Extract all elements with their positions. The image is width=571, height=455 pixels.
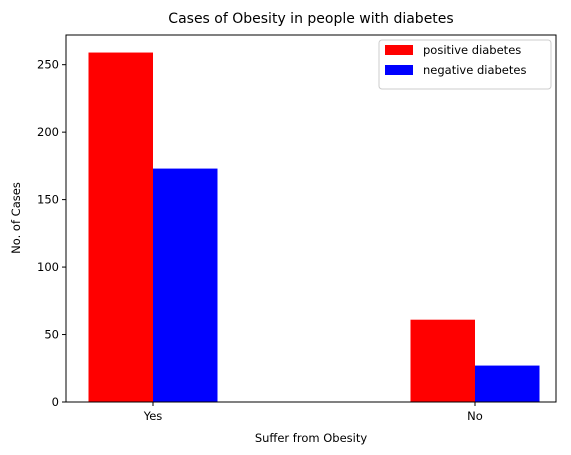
legend-swatch: [385, 65, 413, 75]
bar-yes-positive-diabetes: [88, 52, 153, 403]
y-tick-label: 100: [37, 260, 59, 274]
x-tick-label: Yes: [143, 409, 163, 423]
legend-label: negative diabetes: [423, 63, 526, 77]
legend: positive diabetes negative diabetes: [378, 39, 552, 90]
y-axis-label: No. of Cases: [9, 182, 23, 254]
chart-title: Cases of Obesity in people with diabetes: [168, 11, 453, 27]
plot-frame: [65, 34, 557, 403]
y-axis: 0 50 100 150 200 250: [37, 58, 66, 409]
legend-label: positive diabetes: [423, 43, 521, 57]
legend-swatch: [385, 45, 413, 55]
bar-yes-negative-diabetes: [153, 168, 218, 402]
y-tick-label: 250: [37, 58, 59, 72]
y-tick-label: 50: [44, 328, 59, 342]
x-axis-label: Suffer from Obesity: [255, 431, 368, 445]
y-tick-label: 150: [37, 193, 59, 207]
legend-box: [378, 39, 552, 90]
x-axis: Yes No: [143, 402, 483, 423]
y-tick-label: 200: [37, 125, 59, 139]
bars-group: [88, 52, 540, 403]
bar-no-negative-diabetes: [475, 365, 540, 402]
x-tick-label: No: [467, 409, 483, 423]
y-tick-label: 0: [52, 395, 59, 409]
bar-no-positive-diabetes: [410, 319, 475, 402]
